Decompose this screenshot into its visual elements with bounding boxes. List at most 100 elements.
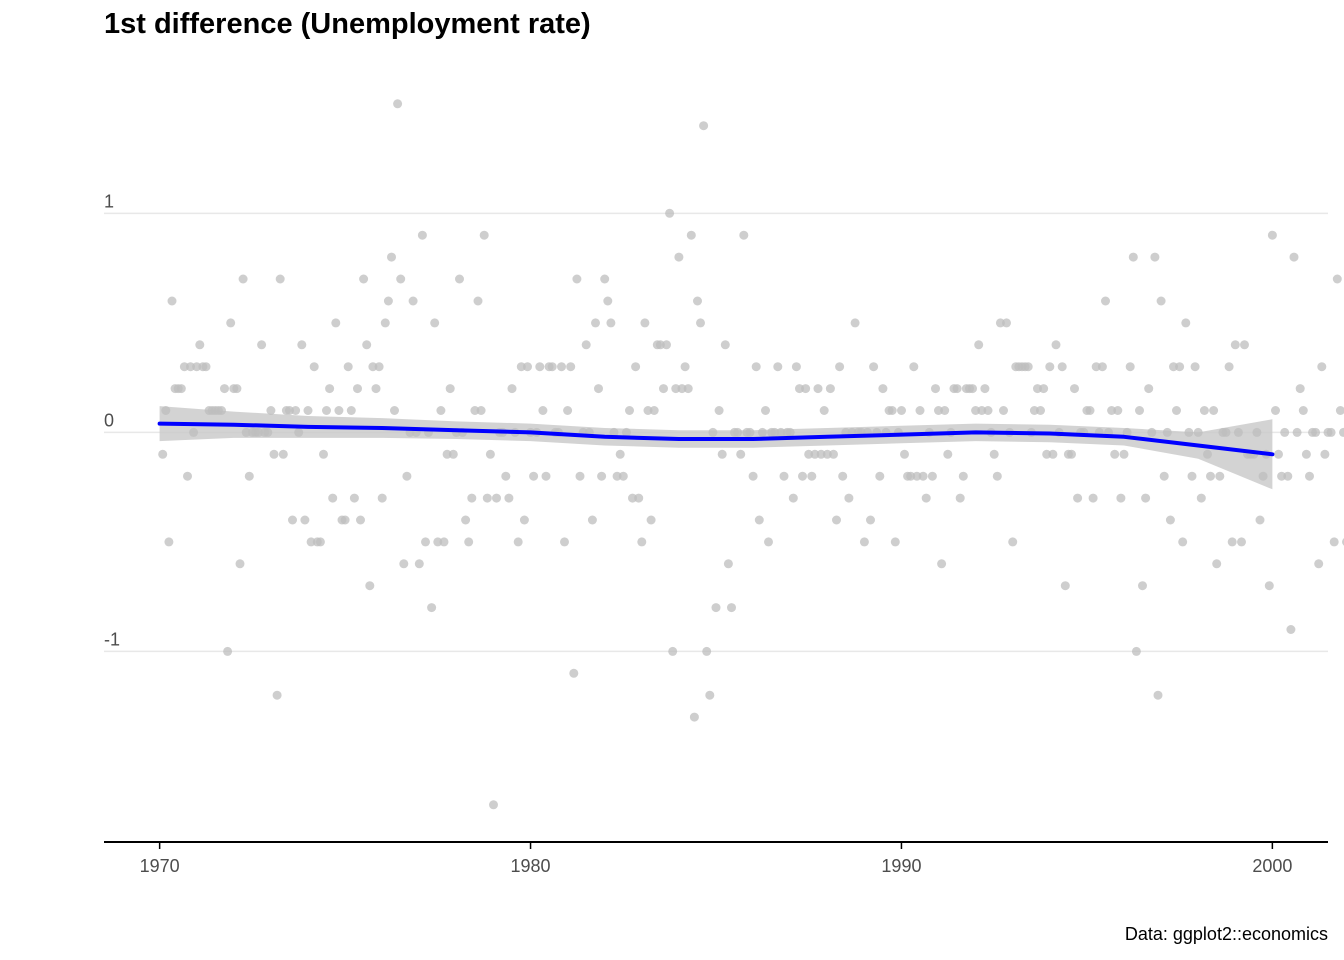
data-point — [625, 406, 634, 415]
data-point — [1150, 252, 1160, 262]
data-point — [829, 449, 838, 459]
data-point — [516, 362, 526, 372]
data-point — [1199, 406, 1209, 415]
data-point — [1289, 252, 1299, 262]
data-point — [909, 362, 919, 372]
data-point — [1193, 427, 1203, 437]
data-point — [380, 318, 390, 328]
data-point — [1128, 252, 1138, 262]
data-point — [733, 427, 743, 437]
data-point — [1110, 449, 1120, 459]
data-point — [754, 515, 764, 525]
data-point — [1181, 318, 1191, 328]
data-point — [1101, 296, 1110, 306]
data-point — [816, 449, 826, 459]
data-point — [167, 296, 177, 306]
data-point — [1141, 493, 1151, 503]
data-point — [927, 471, 937, 481]
data-point — [566, 362, 576, 372]
data-point — [859, 537, 869, 547]
data-point — [649, 406, 659, 415]
data-point — [683, 384, 693, 394]
data-point — [1301, 449, 1311, 459]
data-point — [291, 406, 301, 415]
data-point — [560, 537, 569, 547]
data-point — [1039, 384, 1049, 394]
data-point — [1097, 362, 1107, 372]
data-point — [362, 340, 372, 350]
data-point — [1002, 318, 1011, 328]
data-point — [594, 384, 603, 394]
data-point — [349, 493, 359, 503]
data-point — [739, 230, 749, 240]
data-point — [1329, 537, 1339, 547]
data-point — [575, 471, 585, 481]
data-point — [1113, 406, 1123, 415]
data-point — [1107, 406, 1117, 415]
chart-caption: Data: ggplot2::economics — [1124, 924, 1328, 944]
data-point — [631, 362, 641, 372]
data-point — [727, 603, 736, 613]
data-point — [1175, 362, 1185, 372]
data-point — [1280, 427, 1290, 437]
data-point — [850, 318, 860, 328]
data-point — [1172, 406, 1181, 415]
data-point — [322, 406, 331, 415]
data-point — [668, 646, 678, 656]
data-point — [442, 449, 452, 459]
data-point — [1326, 427, 1336, 437]
x-tick-label-2000: 2000 — [1252, 856, 1292, 876]
data-point — [226, 318, 236, 328]
data-point — [751, 362, 761, 372]
data-point — [467, 493, 477, 503]
data-point — [183, 471, 192, 481]
data-point — [547, 362, 557, 372]
data-point — [934, 406, 943, 415]
data-point — [708, 427, 718, 437]
data-point — [646, 515, 656, 525]
data-point — [878, 384, 888, 394]
data-point — [1305, 471, 1314, 481]
data-point — [254, 427, 263, 437]
data-point — [186, 362, 195, 372]
data-point — [331, 318, 341, 328]
data-point — [1335, 406, 1344, 415]
data-point — [665, 208, 675, 218]
data-point — [1073, 493, 1083, 503]
data-point — [757, 427, 767, 437]
data-point — [513, 537, 523, 547]
data-point — [1203, 449, 1212, 459]
data-point — [303, 406, 313, 415]
data-point — [439, 537, 449, 547]
data-point — [825, 384, 835, 394]
data-point — [736, 449, 746, 459]
data-point — [1190, 362, 1200, 372]
data-point — [822, 449, 832, 459]
data-point — [618, 471, 628, 481]
data-point — [399, 559, 409, 569]
data-point — [1048, 449, 1058, 459]
data-point — [937, 559, 947, 569]
data-point — [288, 515, 297, 525]
data-point — [217, 406, 226, 415]
y-tick-label--1: -1 — [104, 629, 120, 649]
data-point — [1212, 559, 1222, 569]
data-point — [334, 406, 344, 415]
data-point — [1122, 427, 1132, 437]
data-point — [921, 493, 931, 503]
data-point — [482, 493, 492, 503]
data-point — [232, 384, 242, 394]
data-point — [1311, 427, 1321, 437]
data-point — [906, 471, 916, 481]
data-point — [1339, 427, 1344, 437]
data-point — [461, 515, 471, 525]
data-point — [662, 340, 671, 350]
data-point — [563, 406, 573, 415]
data-point — [309, 362, 319, 372]
data-point — [1264, 581, 1274, 591]
data-point — [523, 362, 532, 372]
data-point — [1131, 646, 1141, 656]
data-point — [699, 121, 709, 131]
data-point — [606, 318, 616, 328]
